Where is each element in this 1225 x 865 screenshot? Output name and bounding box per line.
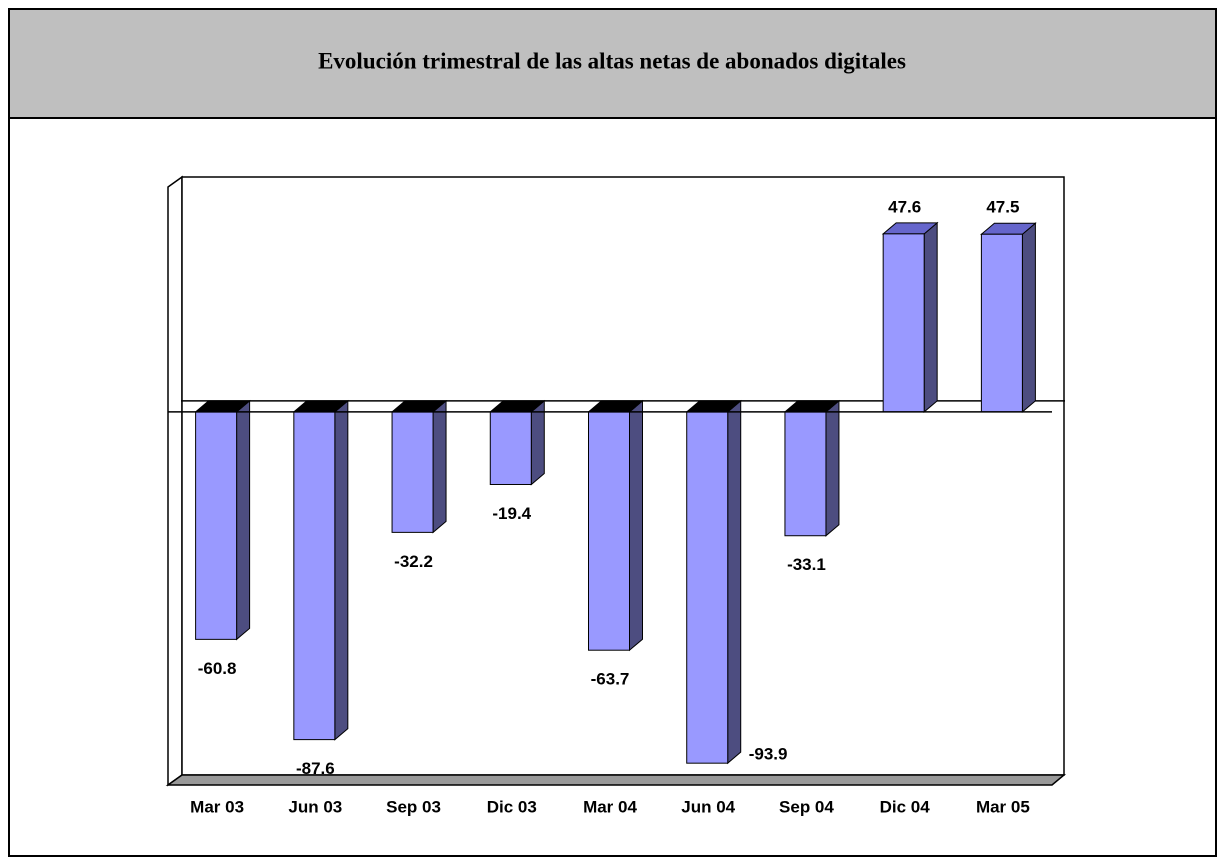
bar xyxy=(686,411,729,764)
bar xyxy=(391,411,434,533)
bar-side xyxy=(923,221,938,413)
x-tick-label: Dic 04 xyxy=(880,797,931,816)
bar-side xyxy=(530,399,545,486)
data-label: 47.5 xyxy=(986,198,1019,217)
floor xyxy=(165,774,1067,786)
data-label: -60.8 xyxy=(198,659,237,678)
bar xyxy=(784,411,827,537)
bar-side xyxy=(727,399,742,765)
bar-side xyxy=(1021,222,1036,413)
data-label: -63.7 xyxy=(591,670,630,689)
bar-side xyxy=(236,399,251,641)
data-label: -93.9 xyxy=(749,745,788,764)
x-tick-label: Jun 03 xyxy=(288,797,342,816)
bar xyxy=(195,411,238,640)
bar xyxy=(980,233,1023,413)
bar-side xyxy=(629,399,643,652)
x-tick-label: Sep 04 xyxy=(779,797,834,816)
bar-side xyxy=(432,399,447,534)
data-label: 47.6 xyxy=(888,197,921,216)
bar xyxy=(489,411,532,485)
bar xyxy=(882,233,925,413)
x-tick-label: Mar 05 xyxy=(976,797,1030,816)
bar xyxy=(293,411,336,741)
x-tick-label: Mar 04 xyxy=(583,797,637,816)
title-band xyxy=(8,8,1217,119)
side-wall xyxy=(167,175,183,787)
data-label: -19.4 xyxy=(492,504,531,523)
x-tick-label: Mar 03 xyxy=(190,797,244,816)
bar-side xyxy=(334,399,349,741)
x-tick-label: Sep 03 xyxy=(386,797,441,816)
chart-title: Evolución trimestral de las altas netas … xyxy=(318,48,906,73)
x-tick-label: Jun 04 xyxy=(681,797,735,816)
bar-side xyxy=(825,399,840,537)
data-label: -33.1 xyxy=(787,555,826,574)
x-tick-label: Dic 03 xyxy=(487,797,537,816)
data-label: -32.2 xyxy=(394,552,433,571)
bar xyxy=(588,411,630,651)
data-label: -87.6 xyxy=(296,759,335,778)
